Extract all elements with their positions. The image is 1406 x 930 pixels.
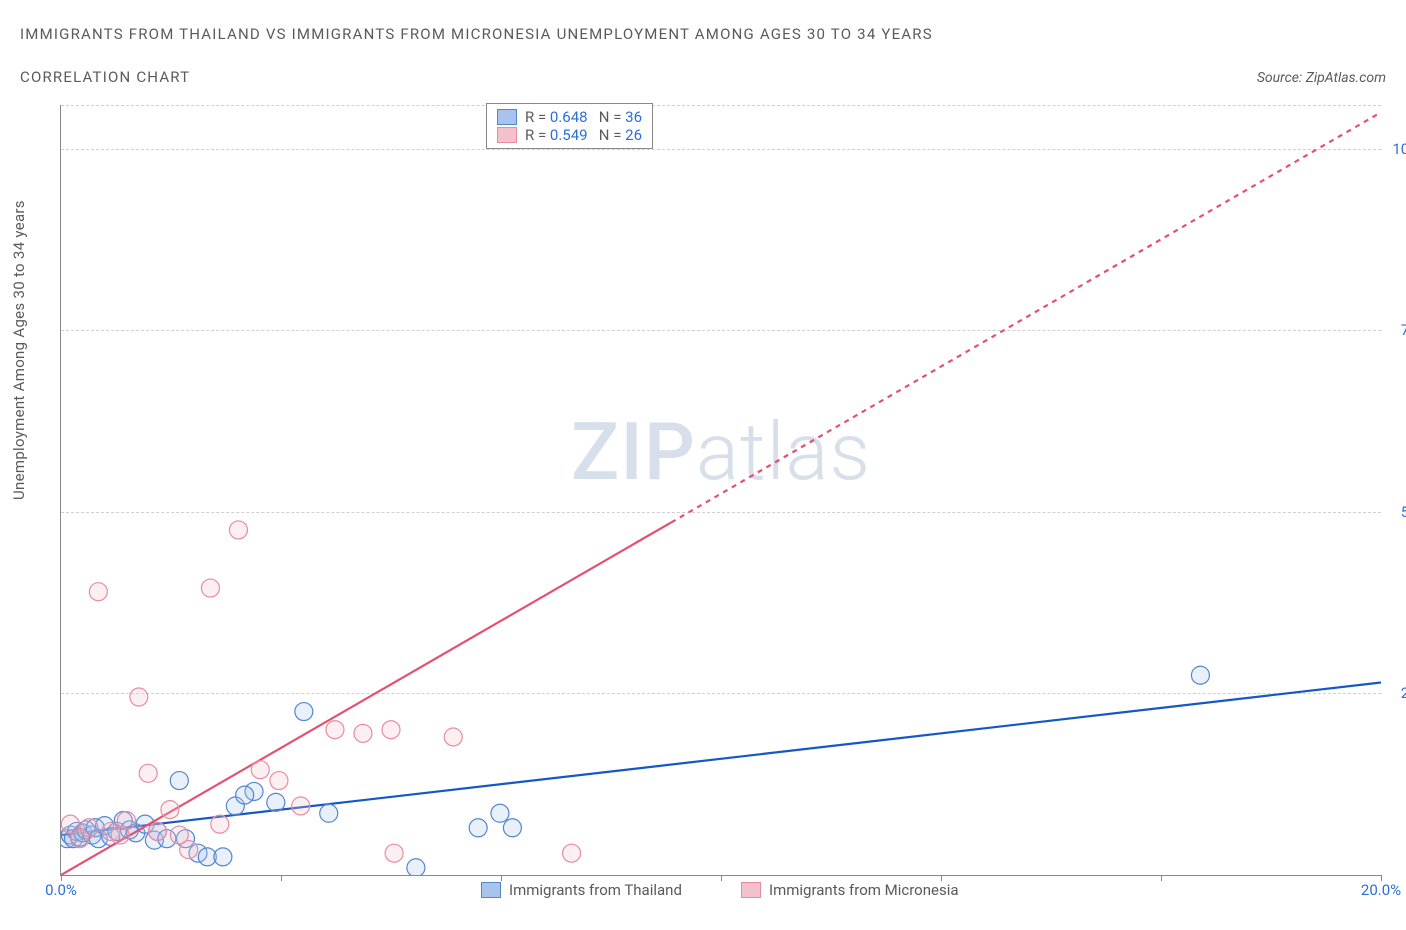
y-tick-label: 25.0% — [1391, 684, 1406, 702]
legend-stats-row: R = 0.648 N = 36 — [497, 108, 642, 126]
correlation-chart: ZIPatlas R = 0.648 N = 36R = 0.549 N = 2… — [60, 105, 1381, 876]
y-axis-label: Unemployment Among Ages 30 to 34 years — [10, 200, 28, 500]
x-tick-label: 0.0% — [45, 881, 77, 899]
x-tick-label: 20.0% — [1361, 881, 1401, 899]
x-tick — [1161, 875, 1162, 881]
y-tick-label: 75.0% — [1391, 321, 1406, 339]
legend-swatch — [497, 109, 517, 125]
y-tick-label: 100.0% — [1391, 140, 1406, 158]
legend-series: Immigrants from Thailand — [481, 881, 682, 899]
legend-swatch — [741, 882, 761, 898]
title-line-2: CORRELATION CHART — [20, 68, 190, 86]
title-line-1: IMMIGRANTS FROM THAILAND VS IMMIGRANTS F… — [20, 25, 933, 43]
source-label: Source: ZipAtlas.com — [1257, 70, 1386, 86]
legend-series-label: Immigrants from Micronesia — [769, 881, 959, 899]
scatter-plot-svg — [61, 105, 1381, 875]
legend-stats-row: R = 0.549 N = 26 — [497, 126, 642, 144]
legend-swatch — [497, 127, 517, 143]
x-tick — [281, 875, 282, 881]
y-tick-label: 50.0% — [1391, 503, 1406, 521]
legend-swatch — [481, 882, 501, 898]
legend-series-label: Immigrants from Thailand — [509, 881, 682, 899]
x-tick — [721, 875, 722, 881]
legend-stats-box: R = 0.648 N = 36R = 0.549 N = 26 — [486, 103, 653, 149]
legend-series: Immigrants from Micronesia — [741, 881, 959, 899]
